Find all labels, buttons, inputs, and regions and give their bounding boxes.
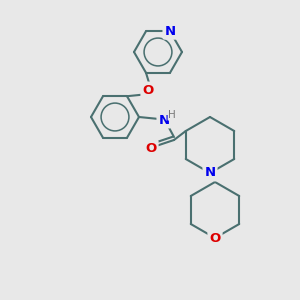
Text: N: N bbox=[164, 25, 175, 38]
Text: N: N bbox=[158, 113, 169, 127]
Text: N: N bbox=[204, 167, 216, 179]
Text: H: H bbox=[168, 110, 176, 120]
Text: O: O bbox=[209, 232, 220, 244]
Text: O: O bbox=[146, 142, 157, 154]
Text: O: O bbox=[142, 83, 154, 97]
